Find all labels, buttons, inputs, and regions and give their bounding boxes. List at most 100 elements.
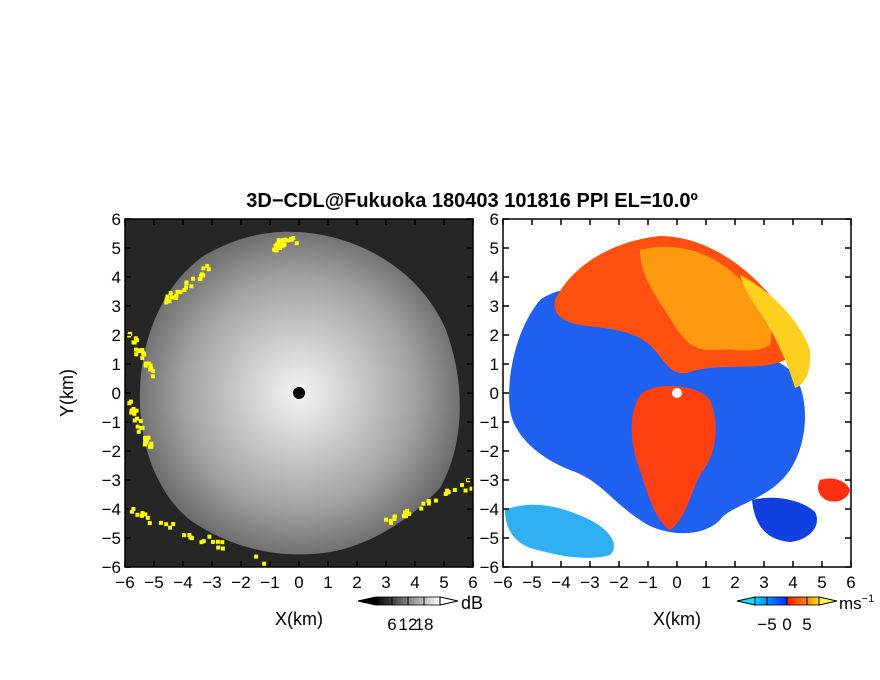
radar-site-marker-velocity: [672, 388, 682, 398]
snr-x-tick-label: −1: [260, 573, 279, 592]
velocity-x-tick-label: 6: [846, 573, 855, 592]
clutter-speckle: [446, 490, 451, 495]
clutter-speckle: [139, 513, 144, 518]
velocity-x-tick-label: 1: [701, 573, 710, 592]
clutter-speckle: [129, 410, 134, 415]
clutter-speckle: [143, 512, 148, 517]
snr-y-tick-label: 1: [112, 355, 121, 374]
clutter-speckle: [134, 352, 139, 357]
snr-axis-ticks: −6 −5 −4 −3 −2 −1 0 1 2 3 4 5 6 −6 −5 −4 −3 −2 −1 0 1 2 3 4 5 6: [102, 210, 478, 592]
clutter-speckle: [164, 300, 169, 305]
clutter-speckle: [136, 429, 141, 434]
clutter-speckle: [184, 281, 189, 286]
snr-y-tick-label: 5: [112, 239, 121, 258]
snr-x-tick-label: 6: [468, 573, 477, 592]
clutter-echoes: [127, 235, 473, 566]
radar-site-marker: [293, 387, 305, 399]
clutter-speckle: [426, 501, 431, 506]
velocity-blue-patch-se: [752, 497, 818, 542]
snr-x-axis-label: X(km): [275, 609, 323, 629]
clutter-speckle: [384, 517, 389, 522]
velocity-y-tick-label: −1: [480, 413, 499, 432]
velocity-x-tick-label: 0: [672, 573, 681, 592]
snr-x-tick-label: 2: [352, 573, 361, 592]
clutter-speckle: [132, 408, 137, 413]
velocity-y-tick-label: 3: [490, 297, 499, 316]
clutter-speckle: [220, 540, 225, 545]
clutter-speckle: [151, 368, 156, 373]
clutter-speckle: [421, 501, 426, 506]
velocity-x-tick-label: 4: [788, 573, 797, 592]
snr-y-tick-label: −3: [102, 471, 121, 490]
velocity-colorbar: −5 0 5 ms−1: [736, 593, 874, 634]
clutter-speckle: [138, 419, 143, 424]
clutter-speckle: [147, 521, 152, 526]
velocity-panel: −6 −5 −4 −3 −2 −1 0 1 2 3 4 5 6 −6 −5 −4 −3 −2 −1 0 1 2 3 4 5 6 X…: [480, 210, 875, 634]
clutter-speckle: [144, 438, 149, 443]
velocity-colorbar-low-extend: [736, 596, 756, 606]
clutter-speckle: [184, 285, 189, 290]
clutter-speckle: [426, 498, 431, 503]
clutter-speckle: [280, 244, 285, 249]
clutter-speckle: [210, 539, 215, 544]
clutter-speckle: [281, 238, 286, 243]
clutter-speckle: [127, 401, 132, 406]
velocity-y-tick-label: 4: [490, 268, 499, 287]
clutter-speckle: [135, 512, 140, 517]
velocity-colorbar-unit: ms−1: [839, 593, 874, 613]
clutter-speckle: [405, 508, 410, 513]
clutter-speckle: [262, 561, 267, 566]
clutter-speckle: [146, 361, 151, 366]
clutter-speckle: [140, 356, 145, 361]
velocity-x-tick-label: −6: [493, 573, 512, 592]
clutter-speckle: [220, 546, 225, 551]
clutter-speckle: [404, 514, 409, 519]
clutter-speckle: [285, 238, 290, 243]
velocity-colorbar-tick-label: −5: [757, 615, 776, 634]
clutter-speckle: [198, 276, 203, 281]
clutter-speckle: [138, 348, 143, 353]
clutter-speckle: [165, 297, 170, 302]
velocity-y-tick-label: 0: [490, 384, 499, 403]
velocity-y-tick-label: 2: [490, 326, 499, 345]
clutter-speckle: [389, 520, 394, 525]
clutter-speckle: [135, 338, 140, 343]
snr-y-tick-label: 3: [112, 297, 121, 316]
clutter-speckle: [168, 525, 173, 530]
clutter-speckle: [143, 435, 148, 440]
snr-x-tick-label: 1: [323, 573, 332, 592]
velocity-y-tick-label: 5: [490, 239, 499, 258]
clutter-speckle: [164, 522, 169, 527]
clutter-speckle: [129, 509, 134, 514]
velocity-yellow-region: [740, 275, 811, 388]
clutter-speckle: [187, 532, 192, 537]
clutter-speckle: [289, 237, 294, 242]
clutter-speckle: [254, 554, 259, 559]
clutter-speckle: [469, 486, 473, 491]
clutter-speckle: [419, 506, 424, 511]
velocity-x-axis-label: X(km): [653, 609, 701, 629]
velocity-red-patch-e: [818, 478, 850, 502]
clutter-speckle: [168, 291, 173, 296]
clutter-speckle: [141, 352, 146, 357]
clutter-speckle: [276, 238, 281, 243]
snr-colorbar-high-extend: [439, 596, 459, 606]
chart-title: 3D−CDL@Fukuoka 180403 101816 PPI EL=10.0…: [246, 190, 698, 212]
clutter-speckle: [145, 515, 150, 520]
velocity-x-tick-label: −1: [638, 573, 657, 592]
snr-colorbar-tick-label: 18: [415, 615, 434, 634]
clutter-speckle: [178, 290, 183, 295]
snr-x-tick-label: 4: [410, 573, 419, 592]
clutter-speckle: [201, 266, 206, 271]
velocity-y-tick-label: −3: [480, 471, 499, 490]
clutter-speckle: [207, 534, 212, 539]
clutter-speckle: [189, 284, 194, 289]
clutter-speckle: [149, 441, 154, 446]
clutter-speckle: [206, 267, 211, 272]
clutter-speckle: [182, 533, 187, 538]
clutter-speckle: [140, 425, 145, 430]
clutter-speckle: [460, 483, 465, 488]
snr-colorbar-low-extend: [357, 596, 377, 606]
